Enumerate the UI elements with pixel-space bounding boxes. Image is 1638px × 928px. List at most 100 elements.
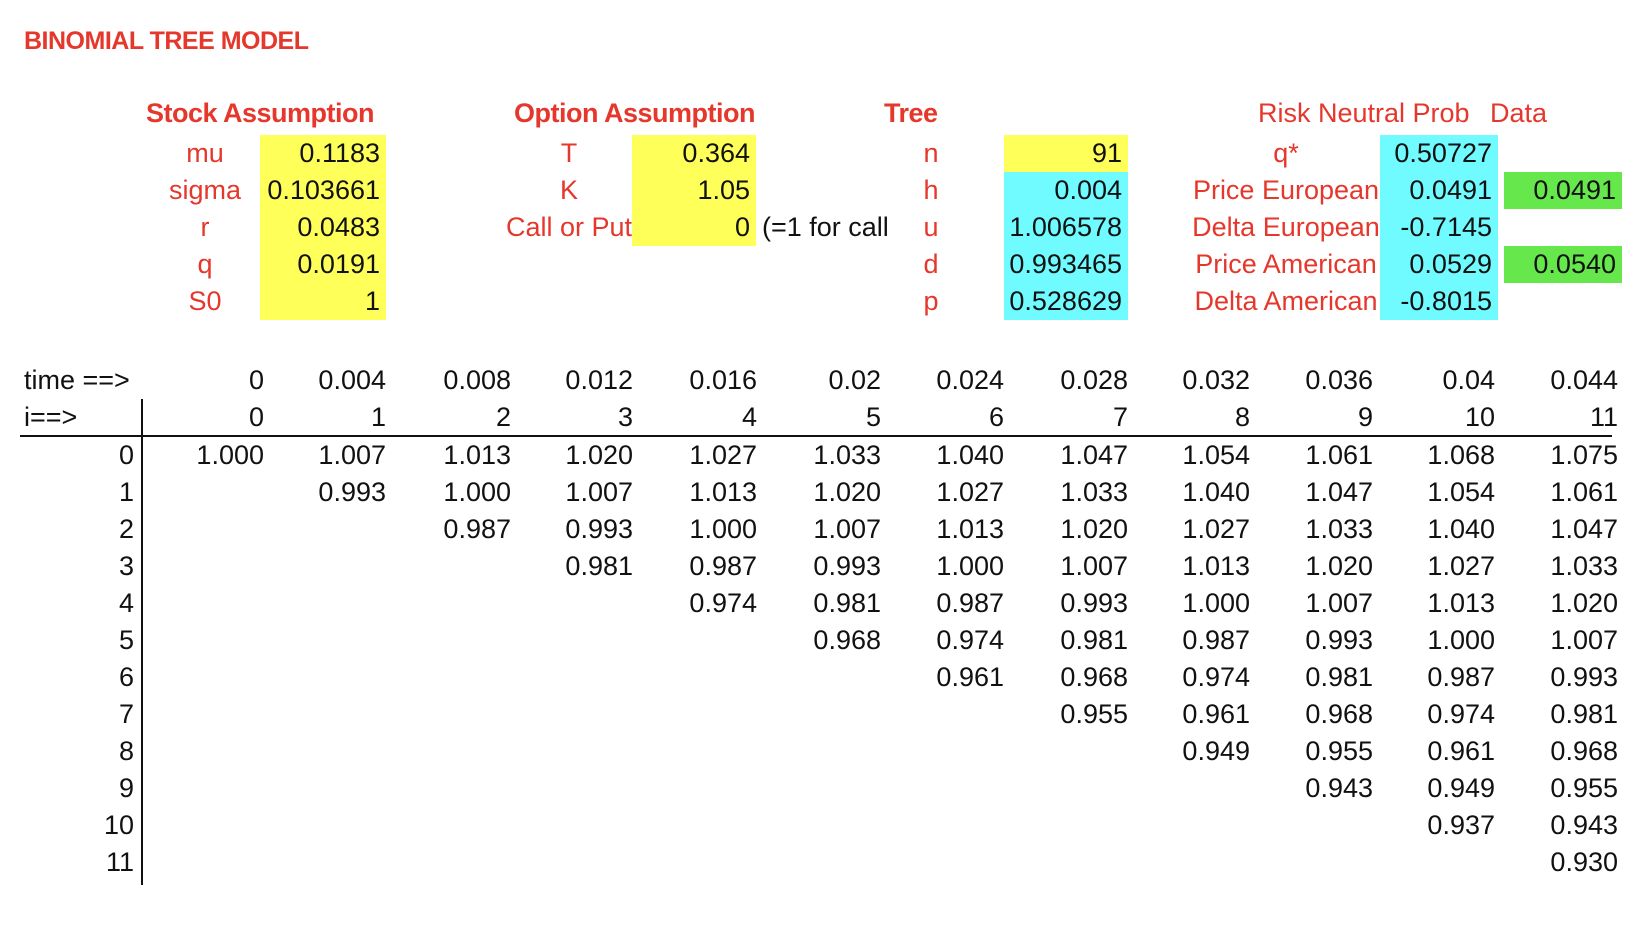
tree-node-cell[interactable]: 0.981 [813, 588, 881, 618]
tree-node-cell[interactable]: 1.061 [1305, 440, 1373, 470]
tree-node-cell[interactable]: 1.000 [936, 551, 1004, 581]
tree-node-cell[interactable] [757, 807, 881, 844]
tree-node-cell[interactable]: 1.007 [1060, 551, 1128, 581]
tree-node-cell[interactable]: 1.054 [1427, 477, 1495, 507]
tree-node-cell[interactable]: 0.981 [565, 551, 633, 581]
tree-node-cell[interactable] [264, 696, 386, 733]
tree-node-cell[interactable]: 1.013 [936, 514, 1004, 544]
tree-node-cell[interactable]: 0.974 [936, 625, 1004, 655]
tree-node-cell[interactable]: 0.974 [689, 588, 757, 618]
tree-node-cell[interactable] [1128, 844, 1250, 881]
tree-node-cell[interactable] [881, 696, 1004, 733]
tree-node-cell[interactable]: 0.937 [1427, 810, 1495, 840]
tree-node-cell[interactable] [164, 622, 264, 659]
tree-node-cell[interactable] [164, 659, 264, 696]
tree-node-cell[interactable]: 1.013 [689, 477, 757, 507]
stock-value-cell[interactable]: 0.1183 [260, 135, 386, 172]
time-header-cell[interactable]: 0.044 [1550, 365, 1618, 395]
tree-node-cell[interactable] [511, 659, 633, 696]
time-header-cell[interactable]: 0.012 [565, 365, 633, 395]
tree-node-cell[interactable] [164, 733, 264, 770]
tree-node-cell[interactable]: 0.949 [1182, 736, 1250, 766]
tree-node-cell[interactable]: 0.993 [1305, 625, 1373, 655]
stock-value-cell[interactable]: 0.103661 [260, 172, 386, 209]
tree-node-cell[interactable]: 1.020 [1550, 588, 1618, 618]
tree-node-cell[interactable]: 1.000 [443, 477, 511, 507]
tree-node-cell[interactable]: 1.020 [1060, 514, 1128, 544]
risk-value-cell[interactable]: -0.7145 [1380, 209, 1498, 246]
tree-node-cell[interactable]: 1.000 [689, 514, 757, 544]
tree-node-cell[interactable] [164, 585, 264, 622]
tree-value-cell[interactable]: 0.004 [1004, 172, 1128, 209]
data-value-cell[interactable] [1498, 283, 1622, 320]
tree-node-cell[interactable] [633, 733, 757, 770]
tree-node-cell[interactable] [757, 770, 881, 807]
tree-node-cell[interactable]: 0.987 [1427, 662, 1495, 692]
tree-node-cell[interactable] [386, 770, 511, 807]
tree-node-cell[interactable] [633, 844, 757, 881]
tree-node-cell[interactable] [881, 844, 1004, 881]
tree-node-cell[interactable]: 1.027 [936, 477, 1004, 507]
step-header-cell[interactable]: 2 [495, 402, 511, 432]
tree-node-cell[interactable]: 1.013 [1182, 551, 1250, 581]
tree-node-cell[interactable] [264, 844, 386, 881]
tree-node-cell[interactable] [164, 511, 264, 548]
tree-node-cell[interactable] [757, 659, 881, 696]
tree-node-cell[interactable]: 1.027 [1427, 551, 1495, 581]
tree-node-cell[interactable]: 0.943 [1550, 810, 1618, 840]
tree-node-cell[interactable] [386, 844, 511, 881]
tree-node-cell[interactable] [264, 585, 386, 622]
tree-node-cell[interactable] [881, 770, 1004, 807]
tree-node-cell[interactable] [1128, 807, 1250, 844]
tree-node-cell[interactable]: 0.968 [1305, 699, 1373, 729]
tree-node-cell[interactable] [757, 696, 881, 733]
tree-node-cell[interactable] [511, 622, 633, 659]
step-header-cell[interactable]: 7 [1112, 402, 1128, 432]
time-header-cell[interactable]: 0.036 [1305, 365, 1373, 395]
tree-node-cell[interactable]: 0.968 [1550, 736, 1618, 766]
tree-node-cell[interactable]: 1.027 [689, 440, 757, 470]
tree-node-cell[interactable] [386, 696, 511, 733]
tree-node-cell[interactable]: 0.993 [1060, 588, 1128, 618]
step-header-cell[interactable]: 10 [1464, 402, 1495, 432]
tree-node-cell[interactable]: 1.007 [1550, 625, 1618, 655]
risk-value-cell[interactable]: 0.50727 [1380, 135, 1498, 172]
data-value-cell[interactable]: 0.0491 [1504, 172, 1622, 209]
tree-node-cell[interactable]: 0.981 [1305, 662, 1373, 692]
time-header-cell[interactable]: 0.008 [443, 365, 511, 395]
tree-node-cell[interactable]: 1.061 [1550, 477, 1618, 507]
tree-node-cell[interactable] [164, 696, 264, 733]
tree-node-cell[interactable] [511, 696, 633, 733]
tree-node-cell[interactable] [757, 733, 881, 770]
tree-node-cell[interactable] [1004, 807, 1128, 844]
tree-node-cell[interactable]: 0.955 [1060, 699, 1128, 729]
tree-node-cell[interactable]: 0.974 [1182, 662, 1250, 692]
tree-node-cell[interactable] [264, 807, 386, 844]
tree-node-cell[interactable]: 0.949 [1427, 773, 1495, 803]
tree-node-cell[interactable]: 0.968 [1060, 662, 1128, 692]
time-header-cell[interactable]: 0.028 [1060, 365, 1128, 395]
data-value-cell[interactable] [1498, 209, 1622, 246]
tree-node-cell[interactable] [386, 548, 511, 585]
tree-node-cell[interactable]: 1.000 [196, 440, 264, 470]
tree-node-cell[interactable] [1004, 733, 1128, 770]
tree-node-cell[interactable] [633, 622, 757, 659]
tree-node-cell[interactable]: 0.993 [318, 477, 386, 507]
tree-node-cell[interactable] [264, 622, 386, 659]
tree-node-cell[interactable] [511, 807, 633, 844]
tree-node-cell[interactable] [264, 511, 386, 548]
tree-node-cell[interactable] [264, 770, 386, 807]
time-header-cell[interactable]: 0.02 [828, 365, 881, 395]
tree-node-cell[interactable] [757, 844, 881, 881]
tree-node-cell[interactable] [386, 622, 511, 659]
tree-node-cell[interactable] [881, 733, 1004, 770]
tree-node-cell[interactable] [264, 659, 386, 696]
tree-node-cell[interactable]: 1.033 [1060, 477, 1128, 507]
option-value-cell[interactable]: 0 [632, 209, 756, 246]
tree-node-cell[interactable]: 0.987 [443, 514, 511, 544]
tree-node-cell[interactable] [511, 585, 633, 622]
step-header-cell[interactable]: 9 [1357, 402, 1373, 432]
tree-node-cell[interactable]: 0.961 [936, 662, 1004, 692]
tree-node-cell[interactable]: 1.040 [1182, 477, 1250, 507]
tree-node-cell[interactable]: 1.047 [1550, 514, 1618, 544]
